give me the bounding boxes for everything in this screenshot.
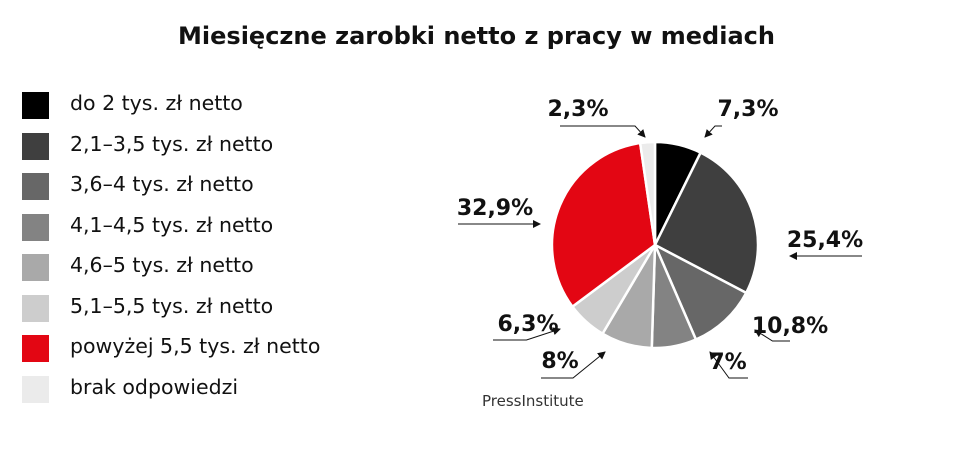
leader-line	[560, 125, 646, 138]
slice-value-label: 32,9%	[457, 196, 533, 221]
slice-value-label: 2,3%	[547, 97, 608, 122]
legend-swatch	[22, 335, 49, 362]
legend-label: brak odpowiedzi	[70, 374, 239, 399]
legend-label: 2,1–3,5 tys. zł netto	[70, 131, 274, 156]
legend-label: 3,6–4 tys. zł netto	[70, 172, 254, 196]
leader-line	[704, 125, 722, 138]
legend-swatch	[22, 132, 49, 160]
slice-label-group: 25,4%	[787, 228, 863, 260]
leader-line	[754, 329, 790, 342]
legend-swatch	[22, 92, 49, 119]
legend-label: 4,6–5 tys. zł netto	[70, 253, 254, 277]
legend-swatch	[22, 375, 49, 403]
slice-value-label: 6,3%	[497, 312, 558, 337]
slice-value-label: 8%	[541, 349, 578, 374]
slice-label-group: 32,9%	[457, 196, 541, 228]
legend-swatch	[22, 254, 49, 281]
pie-slice	[638, 140, 657, 247]
pie-slice	[550, 141, 657, 308]
slice-label-group: 7%	[709, 350, 748, 379]
slice-label-group: 7,3%	[704, 97, 779, 138]
slice-value-label: 10,8%	[752, 314, 828, 339]
slice-label-group: 10,8%	[752, 314, 828, 342]
slice-value-label: 7,3%	[717, 97, 778, 122]
leader-line	[709, 351, 748, 379]
chart-title: Miesięczne zarobki netto z pracy w media…	[178, 22, 775, 50]
slice-value-label: 25,4%	[787, 228, 863, 253]
legend-label: powyżej 5,5 tys. zł netto	[70, 334, 321, 358]
legend-swatch	[22, 294, 49, 322]
slice-value-label: 7%	[709, 350, 746, 375]
slice-label-group: 8%	[541, 349, 606, 379]
leader-line	[493, 327, 561, 341]
legend-swatch	[22, 213, 49, 241]
legend-swatch	[22, 173, 49, 200]
legend-label: 5,1–5,5 tys. zł netto	[70, 293, 274, 318]
slice-label-group: 2,3%	[547, 97, 646, 138]
slice-label-group: 6,3%	[493, 312, 561, 341]
source-label: PressInstitute	[482, 392, 584, 410]
leader-line	[541, 351, 606, 379]
legend-label: 4,1–4,5 tys. zł netto	[70, 212, 274, 237]
pie-slice	[653, 243, 748, 341]
legend-label: do 2 tys. zł netto	[70, 91, 243, 115]
